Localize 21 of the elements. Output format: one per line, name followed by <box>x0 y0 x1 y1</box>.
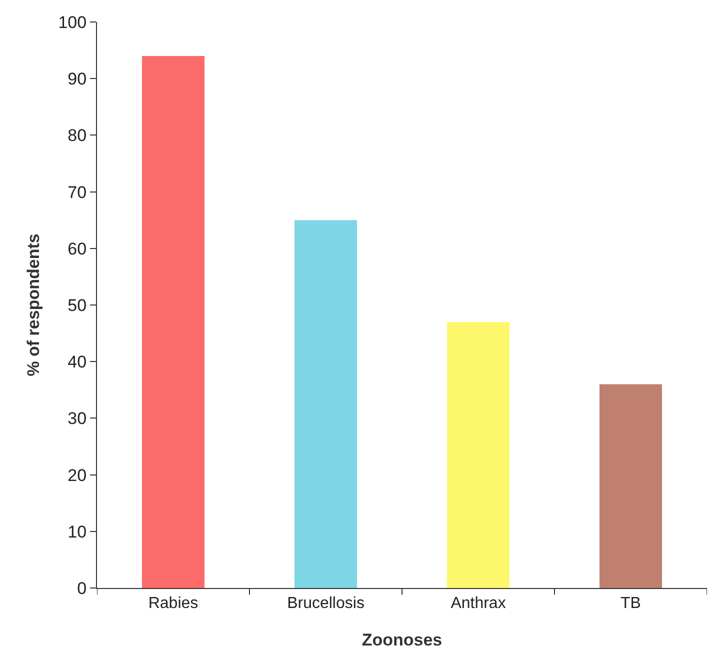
x-tick-label: TB <box>620 595 641 612</box>
x-axis-title: Zoonoses <box>362 630 442 650</box>
bar <box>142 56 205 588</box>
y-tick-label: 90 <box>68 70 87 89</box>
x-tick-label: Rabies <box>148 595 198 612</box>
y-tick-label: 40 <box>68 352 87 372</box>
bar <box>294 220 358 588</box>
y-tick-label: 10 <box>68 522 87 542</box>
y-axis-title: % of respondents <box>24 234 43 376</box>
y-tick-label: 30 <box>68 409 87 428</box>
y-tick-label: 100 <box>58 12 87 32</box>
x-tick-label: Anthrax <box>450 595 506 612</box>
y-tick-label: 80 <box>68 126 87 146</box>
bar <box>599 384 662 588</box>
y-tick-label: 20 <box>68 466 87 485</box>
bar <box>446 322 510 588</box>
y-tick-label: 50 <box>68 296 87 315</box>
y-tick-label: 70 <box>68 182 87 202</box>
y-tick-label: 60 <box>68 239 87 258</box>
x-tick-label: Brucellosis <box>287 595 364 612</box>
y-tick-label: 0 <box>77 578 87 598</box>
